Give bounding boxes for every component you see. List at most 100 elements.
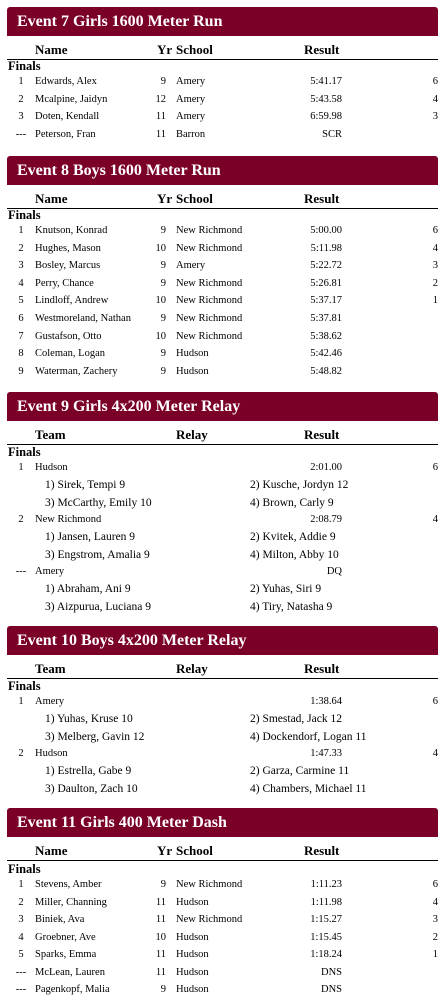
place: 2 (18, 896, 24, 908)
result: 5:42.46 (310, 348, 342, 360)
athlete-name: Stevens, Amber (35, 879, 102, 890)
relay-member: 2) Yuhas, Siri 9 (250, 583, 322, 595)
year: 12 (155, 93, 167, 105)
result: DNS (320, 966, 342, 978)
school: Hudson (176, 966, 209, 978)
athlete-name: Perry, Chance (35, 277, 94, 289)
relay-members-row: 3) Aizpurua, Luciana 9 4) Tiry, Natasha 9 (0, 601, 443, 620)
place: 5 (18, 949, 24, 960)
event-title: Event 9 Girls 4x200 Meter Relay (7, 392, 438, 421)
year: 11 (155, 966, 166, 978)
finals-label: Finals (8, 679, 41, 693)
athlete-name: McLean, Lauren (35, 966, 105, 978)
relay-team-row: 2 Hudson 1:47.33 4 (0, 748, 443, 765)
relay-team-row: --- Amery DQ (0, 566, 443, 583)
result: 1:38.64 (310, 696, 342, 707)
points: 2 (432, 277, 438, 289)
points: 6 (432, 225, 438, 236)
result-row: 3 Doten, Kendall 11 Amery 6:59.98 3 (0, 111, 443, 128)
year: 10 (155, 295, 167, 307)
event-title: Event 11 Girls 400 Meter Dash (7, 808, 438, 837)
school: Amery (176, 260, 206, 272)
athlete-name: Mcalpine, Jaidyn (35, 93, 108, 105)
relay-header: Relay (176, 661, 208, 676)
result: 5:41.17 (310, 76, 342, 87)
team-name: New Richmond (35, 514, 102, 525)
school: New Richmond (176, 313, 243, 324)
result: 5:37.17 (310, 295, 342, 307)
school: Hudson (176, 984, 209, 995)
relay-team-row: 2 New Richmond 2:08.79 4 (0, 514, 443, 531)
athlete-name: Edwards, Alex (35, 76, 97, 87)
year: 10 (155, 330, 167, 342)
result-header: Result (304, 661, 340, 676)
points: 4 (432, 896, 438, 908)
place: 1 (18, 696, 24, 707)
school: New Richmond (176, 225, 243, 236)
place: 1 (18, 879, 24, 890)
place: --- (15, 128, 27, 140)
place: 4 (18, 931, 24, 943)
school-header: School (176, 42, 213, 57)
result-row: 4 Perry, Chance 9 New Richmond 5:26.81 2 (0, 278, 443, 295)
result-row: 3 Biniek, Ava 11 New Richmond 1:15.27 3 (0, 914, 443, 931)
year: 9 (160, 225, 166, 236)
year: 9 (160, 348, 166, 360)
name-header: Name (35, 191, 68, 206)
relay-member: 3) Aizpurua, Luciana 9 (45, 600, 152, 613)
place: 9 (18, 365, 24, 377)
year: 9 (160, 313, 166, 324)
result: 5:26.81 (310, 277, 342, 289)
relay-members-row: 3) Melberg, Gavin 12 4) Dockendorf, Logan… (0, 731, 443, 750)
result: 1:18.24 (310, 949, 342, 960)
points: 1 (432, 949, 438, 960)
result: 5:00.00 (310, 225, 342, 236)
team-name: Amery (35, 566, 65, 577)
place: 5 (18, 295, 24, 307)
school: Amery (176, 76, 206, 87)
points: 6 (432, 462, 438, 473)
result: 5:43.58 (310, 93, 342, 105)
school-header: School (176, 191, 213, 206)
school: New Richmond (176, 295, 243, 307)
result: 1:15.45 (310, 931, 342, 943)
school: Hudson (176, 348, 209, 360)
points: 3 (432, 111, 438, 122)
points: 6 (432, 879, 438, 890)
result-row: --- Peterson, Fran 11 Barron SCR (0, 129, 443, 146)
athlete-name: Groebner, Ave (35, 931, 96, 943)
relay-member: 2) Smestad, Jack 12 (250, 713, 342, 725)
athlete-name: Miller, Channing (35, 896, 107, 908)
column-header: Name Yr School Result (7, 40, 438, 60)
school: Hudson (176, 949, 209, 960)
result-row: 1 Edwards, Alex 9 Amery 5:41.17 6 (0, 76, 443, 93)
name-header: Name (35, 42, 68, 57)
yr-header: Yr (157, 191, 173, 206)
school: New Richmond (176, 277, 243, 289)
points: 6 (432, 696, 438, 707)
yr-header: Yr (157, 843, 173, 858)
place: 1 (18, 225, 24, 236)
event-title: Event 7 Girls 1600 Meter Run (7, 7, 438, 36)
place: 3 (18, 260, 24, 272)
points: 3 (432, 260, 438, 272)
school: Barron (176, 128, 206, 140)
place: --- (15, 984, 27, 995)
year: 9 (160, 277, 166, 289)
result-row: 5 Lindloff, Andrew 10 New Richmond 5:37.17 1 (0, 295, 443, 312)
result-row: 7 Gustafson, Otto 10 New Richmond 5:38.62 (0, 331, 443, 348)
result-row: --- McLean, Lauren 11 Hudson DNS (0, 967, 443, 984)
relay-members-row: 1) Estrella, Gabe 9 2) Garza, Carmine 11 (0, 765, 443, 784)
relay-members-row: 3) Daulton, Zach 10 4) Chambers, Michael … (0, 783, 443, 802)
year: 9 (160, 76, 166, 87)
finals-label: Finals (8, 862, 41, 876)
column-header: Name Yr School Result (7, 841, 438, 861)
relay-member: 1) Abraham, Ani 9 (45, 583, 131, 595)
year: 11 (155, 128, 166, 140)
column-header: Name Yr School Result (7, 189, 438, 209)
relay-member: 4) Brown, Carly 9 (250, 496, 334, 509)
team-header: Team (35, 661, 66, 676)
relay-member: 1) Yuhas, Kruse 10 (45, 713, 133, 725)
relay-member: 1) Estrella, Gabe 9 (45, 765, 132, 777)
athlete-name: Hughes, Mason (35, 242, 101, 254)
